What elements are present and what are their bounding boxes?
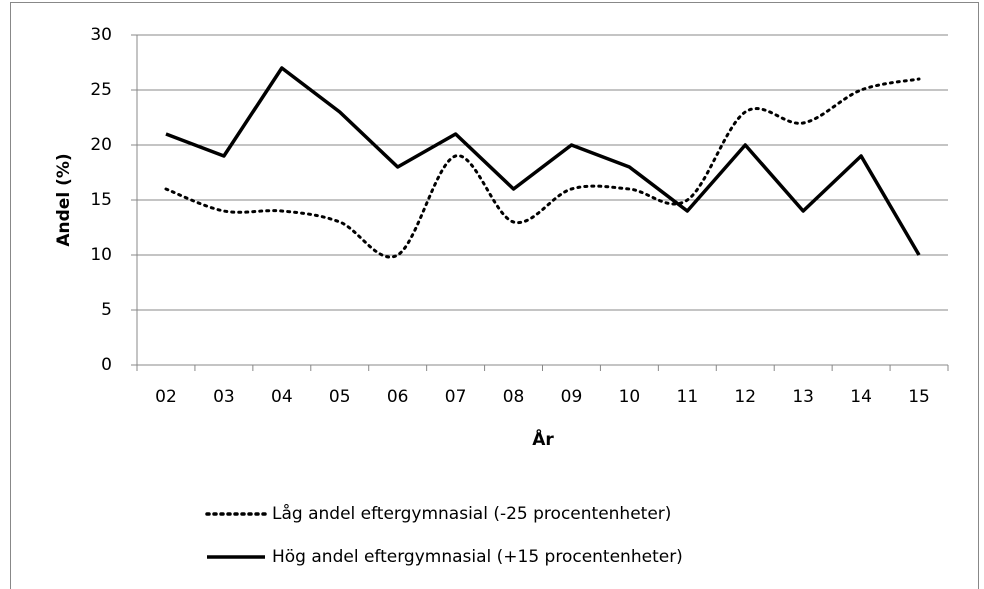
y-tick-label: 20 (90, 135, 112, 155)
legend-label: Låg andel eftergymnasial (-25 procentenh… (272, 503, 671, 524)
x-tick-label: 04 (271, 387, 293, 407)
x-tick-label: 12 (734, 387, 756, 407)
x-tick-label: 02 (155, 387, 177, 407)
y-tick-label: 15 (90, 190, 112, 210)
legend-label: Hög andel eftergymnasial (+15 procentenh… (272, 547, 683, 567)
y-tick-label: 25 (90, 80, 112, 100)
y-axis-label: Andel (%) (54, 153, 74, 246)
x-tick-label: 15 (908, 387, 930, 407)
y-tick-label: 0 (101, 355, 112, 375)
x-tick-label: 06 (387, 387, 409, 407)
y-tick-label: 5 (101, 300, 112, 320)
series-line (165, 66, 921, 256)
x-tick-label: 07 (445, 387, 467, 407)
y-tick-label: 30 (90, 25, 112, 45)
x-tick-label: 05 (329, 387, 351, 407)
x-tick-label: 09 (561, 387, 583, 407)
x-tick-label: 14 (850, 387, 872, 407)
series-line (164, 77, 921, 259)
x-axis-label: År (532, 427, 554, 450)
x-tick-label: 13 (792, 387, 814, 407)
x-tick-label: 11 (677, 387, 699, 407)
x-tick-label: 08 (503, 387, 525, 407)
y-tick-label: 10 (90, 245, 112, 265)
chart-frame (10, 2, 979, 589)
x-tick-label: 03 (213, 387, 235, 407)
x-tick-label: 10 (619, 387, 641, 407)
